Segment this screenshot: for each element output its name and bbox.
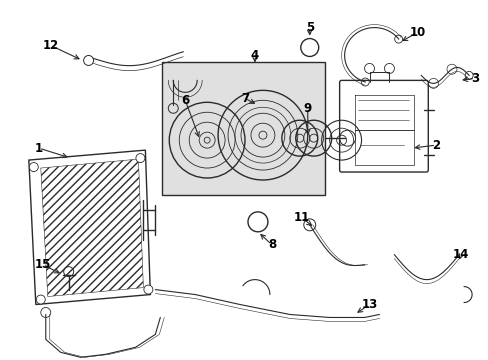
Circle shape	[36, 295, 45, 304]
Text: 11: 11	[293, 211, 309, 224]
Text: 14: 14	[452, 248, 468, 261]
Text: 4: 4	[250, 49, 259, 62]
Text: 10: 10	[408, 26, 425, 39]
Text: 3: 3	[470, 72, 478, 85]
Text: 6: 6	[181, 94, 189, 107]
Text: 9: 9	[303, 102, 311, 115]
Text: 13: 13	[361, 298, 377, 311]
Text: 1: 1	[35, 141, 43, 155]
Text: 12: 12	[42, 39, 59, 52]
Circle shape	[29, 163, 38, 171]
Text: 5: 5	[305, 21, 313, 34]
Text: 2: 2	[431, 139, 439, 152]
Bar	[162, 62, 324, 195]
Circle shape	[143, 285, 153, 294]
Text: 7: 7	[241, 92, 248, 105]
Text: 8: 8	[267, 238, 275, 251]
Circle shape	[136, 154, 144, 163]
Text: 15: 15	[35, 258, 51, 271]
